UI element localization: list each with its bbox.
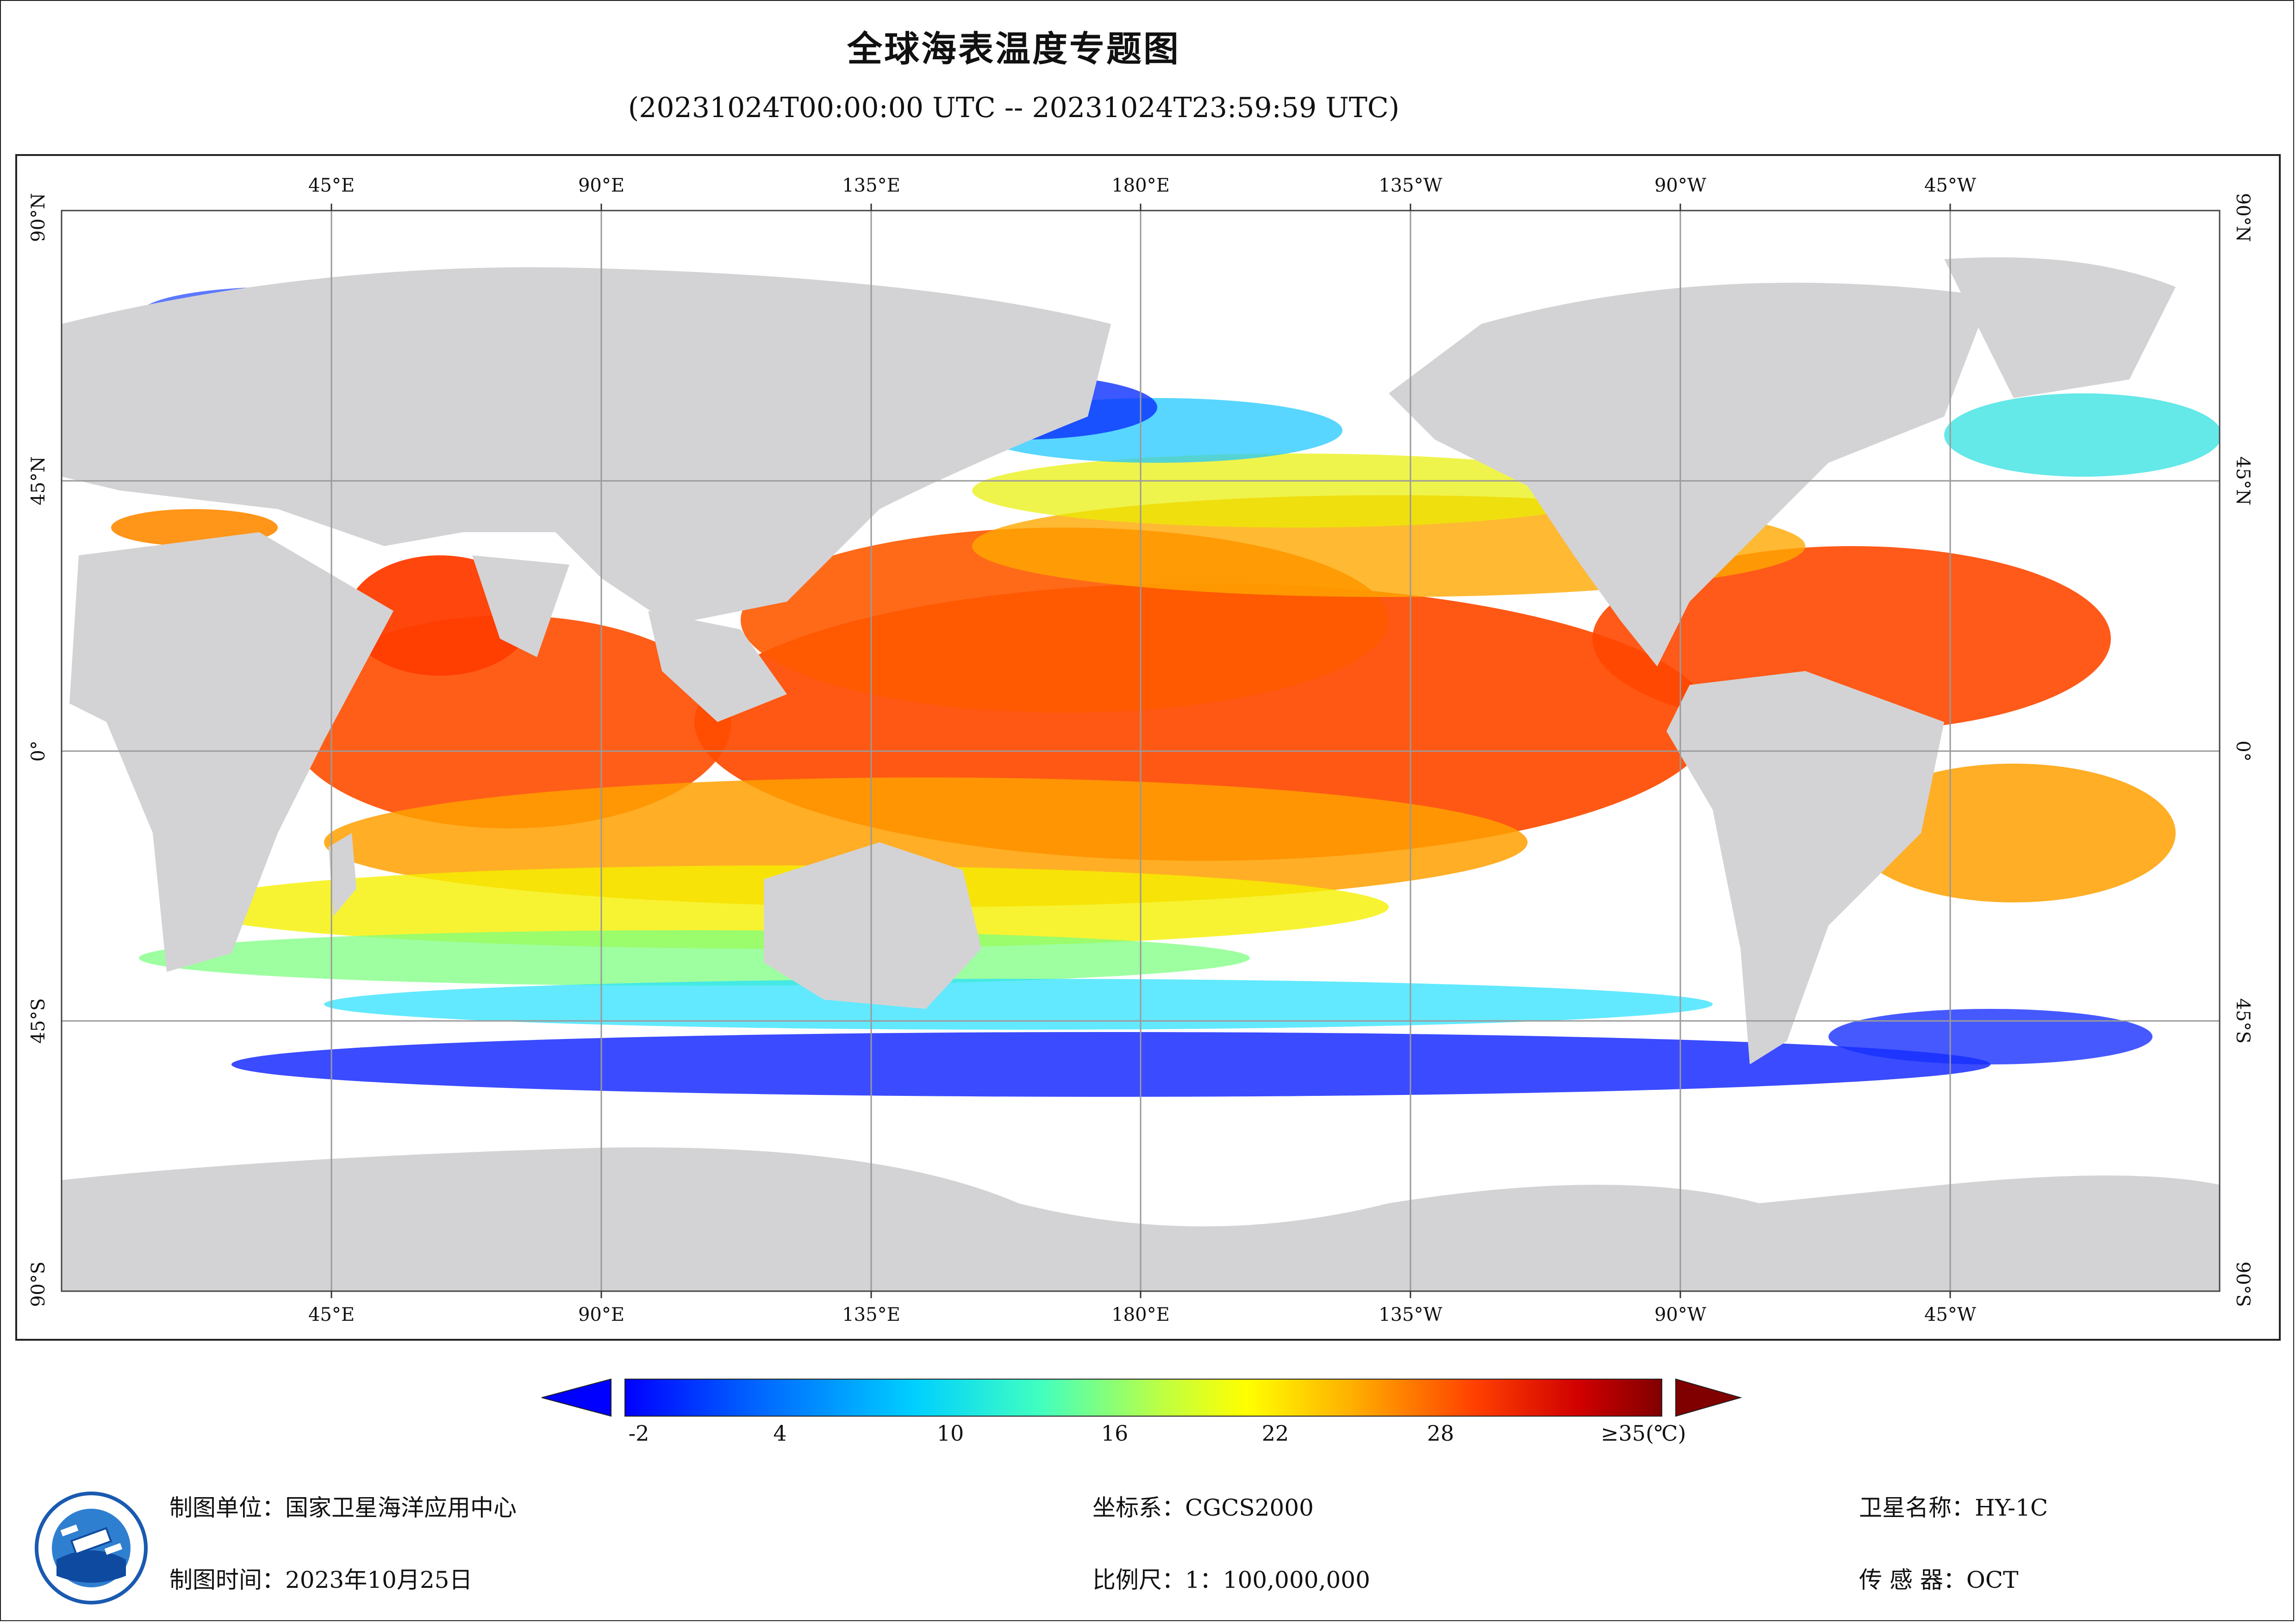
lon-label-top-90w: 90°W (1654, 175, 1706, 196)
lon-label-top-180e: 180°E (1111, 175, 1170, 196)
colorbar (542, 1378, 1742, 1417)
map-frame (15, 154, 2281, 1341)
lon-label-top-135e: 135°E (842, 175, 900, 196)
lat-label-right-90s: 90°S (2232, 1261, 2253, 1307)
colorbar-tick-16: 16 (1101, 1421, 1129, 1446)
land-north-america (1389, 282, 1990, 666)
footer-coordinate-system: 坐标系：CGCS2000 (1092, 1494, 1314, 1521)
lon-label-bottom-45w: 45°W (1924, 1304, 1976, 1325)
footer-scale: 比例尺：1：100,000,000 (1092, 1567, 1370, 1593)
sst-blue-atl-south (1828, 1009, 2152, 1064)
land-africa (69, 532, 393, 972)
footer-satellite-name: 卫星名称：HY-1C (1859, 1494, 2048, 1521)
footer-sensor: 传 感 器：OCT (1859, 1567, 2019, 1593)
sst-yellow-north (972, 454, 1620, 528)
lon-label-bottom-45e: 45°E (308, 1304, 355, 1325)
sst-cyan-south (324, 979, 1713, 1030)
lat-label-right-90n: 90°N (2232, 193, 2253, 242)
footer-mapping-time: 制图时间：2023年10月25日 (169, 1567, 473, 1593)
footer-mapping-unit: 制图单位：国家卫星海洋应用中心 (169, 1494, 517, 1521)
lat-label-right-45s: 45°S (2232, 998, 2253, 1044)
colorbar-tick-10: 10 (936, 1421, 964, 1446)
land-greenland (1944, 257, 2176, 398)
sst-map (61, 204, 2221, 1298)
lon-label-bottom-90e: 90°E (578, 1304, 625, 1325)
time-range-subtitle: (20231024T00:00:00 UTC -- 20231024T23:59… (628, 92, 1400, 124)
colorbar-max-label: ≥35(℃) (1601, 1421, 1686, 1446)
nsoas-logo-icon (35, 1492, 148, 1604)
page-title: 全球海表温度专题图 (847, 28, 1180, 69)
lon-label-bottom-135w: 135°W (1379, 1304, 1442, 1325)
lat-label-left-0: 0° (28, 740, 49, 762)
colorbar-tick-28: 28 (1427, 1421, 1454, 1446)
lon-label-top-45e: 45°E (308, 175, 355, 196)
colorbar-tick-4: 4 (773, 1421, 787, 1446)
lat-label-right-0: 0° (2232, 740, 2253, 762)
graticule (62, 211, 2220, 1291)
lon-label-top-90e: 90°E (578, 175, 625, 196)
lon-label-bottom-90w: 90°W (1654, 1304, 1706, 1325)
sst-blue-south (231, 1032, 1990, 1097)
lat-label-left-45s: 45°S (28, 998, 49, 1044)
land-eurasia (62, 267, 1111, 625)
sst-orange-atl-south (1852, 764, 2176, 902)
lat-label-left-90s: 90°S (28, 1261, 49, 1307)
lon-label-bottom-180e: 180°E (1111, 1304, 1170, 1325)
lat-label-right-45n: 45°N (2232, 456, 2253, 505)
lon-label-bottom-135e: 135°E (842, 1304, 900, 1325)
colorbar-gradient (624, 1379, 1662, 1417)
tick-marks (331, 204, 1951, 1298)
land-southeast-asia (648, 611, 787, 722)
land-australia (764, 842, 981, 1009)
lon-label-top-45w: 45°W (1924, 175, 1976, 196)
colorbar-tick-minus2: -2 (628, 1421, 649, 1446)
land-india (472, 555, 569, 657)
land-south-america (1666, 671, 1944, 1064)
sst-green-south (139, 930, 1250, 986)
land-madagascar (329, 833, 356, 916)
colorbar-max-arrow (1675, 1378, 1742, 1417)
lat-label-left-45n: 45°N (28, 456, 49, 505)
lon-label-top-135w: 135°W (1379, 175, 1442, 196)
colorbar-tick-22: 22 (1261, 1421, 1289, 1446)
lat-label-left-90n: 90°N (28, 193, 49, 242)
sst-cyan-atlantic (1944, 393, 2220, 477)
colorbar-min-arrow (542, 1378, 611, 1417)
